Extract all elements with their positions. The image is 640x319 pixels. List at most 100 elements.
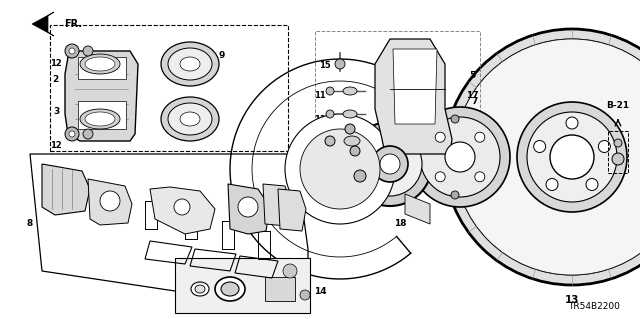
Polygon shape <box>393 49 437 124</box>
Circle shape <box>550 135 594 179</box>
Ellipse shape <box>168 48 212 80</box>
Polygon shape <box>150 187 215 234</box>
Circle shape <box>358 132 422 196</box>
Circle shape <box>83 129 93 139</box>
Text: 1: 1 <box>207 308 213 316</box>
Ellipse shape <box>161 42 219 86</box>
Circle shape <box>451 115 459 123</box>
Ellipse shape <box>180 57 200 71</box>
Circle shape <box>354 170 366 182</box>
Circle shape <box>546 179 558 190</box>
Ellipse shape <box>180 112 200 126</box>
Bar <box>315 31 480 159</box>
Circle shape <box>285 114 395 224</box>
Circle shape <box>83 46 93 56</box>
Circle shape <box>335 59 345 69</box>
Ellipse shape <box>85 112 115 126</box>
Ellipse shape <box>161 97 219 141</box>
Circle shape <box>612 153 624 165</box>
Circle shape <box>350 146 360 156</box>
Circle shape <box>444 29 640 285</box>
Circle shape <box>380 154 400 174</box>
Circle shape <box>517 102 627 212</box>
Text: 11: 11 <box>314 115 326 123</box>
Circle shape <box>475 132 484 142</box>
Text: 13: 13 <box>564 295 579 305</box>
Circle shape <box>435 132 445 142</box>
Text: 20: 20 <box>332 176 344 186</box>
Circle shape <box>534 140 546 152</box>
Bar <box>608 131 628 173</box>
Text: 2: 2 <box>52 75 58 84</box>
Ellipse shape <box>343 87 357 95</box>
Circle shape <box>410 107 510 207</box>
Circle shape <box>451 191 459 199</box>
Text: 18: 18 <box>394 219 406 228</box>
Text: FR.: FR. <box>64 19 82 29</box>
Circle shape <box>69 131 75 137</box>
Circle shape <box>566 117 578 129</box>
Circle shape <box>174 199 190 215</box>
Text: 9: 9 <box>219 50 225 60</box>
Text: 7: 7 <box>472 97 478 106</box>
Text: TR54B2200: TR54B2200 <box>568 302 620 311</box>
Polygon shape <box>263 184 291 226</box>
Circle shape <box>454 39 640 275</box>
Text: 3: 3 <box>54 107 60 115</box>
Circle shape <box>238 197 258 217</box>
Ellipse shape <box>344 136 360 146</box>
Text: 4: 4 <box>340 152 346 161</box>
Text: B-21: B-21 <box>607 101 630 110</box>
Ellipse shape <box>221 282 239 296</box>
Polygon shape <box>405 194 430 224</box>
Circle shape <box>325 136 335 146</box>
Circle shape <box>527 112 617 202</box>
Circle shape <box>598 140 611 152</box>
Text: 8: 8 <box>27 219 33 228</box>
Circle shape <box>586 179 598 190</box>
Text: 14: 14 <box>314 286 326 295</box>
Text: 5: 5 <box>469 70 475 79</box>
Circle shape <box>445 142 475 172</box>
Ellipse shape <box>80 109 120 129</box>
Circle shape <box>372 146 408 182</box>
Circle shape <box>614 139 622 147</box>
Circle shape <box>283 264 297 278</box>
Circle shape <box>348 122 432 206</box>
Ellipse shape <box>85 57 115 71</box>
Ellipse shape <box>215 277 245 301</box>
Text: 16: 16 <box>324 127 336 136</box>
Polygon shape <box>42 164 90 215</box>
Polygon shape <box>65 51 138 141</box>
Bar <box>50 25 288 151</box>
Circle shape <box>454 39 640 275</box>
Text: 10: 10 <box>314 143 326 152</box>
Polygon shape <box>32 12 54 36</box>
Polygon shape <box>88 179 132 225</box>
Circle shape <box>435 172 445 182</box>
Ellipse shape <box>191 282 209 296</box>
Text: 12: 12 <box>50 142 62 151</box>
Circle shape <box>326 87 334 95</box>
Circle shape <box>300 129 380 209</box>
Circle shape <box>326 110 334 118</box>
Circle shape <box>65 44 79 58</box>
Text: 12: 12 <box>50 58 62 68</box>
Bar <box>78 57 126 79</box>
Circle shape <box>345 124 355 134</box>
Text: 11: 11 <box>314 92 326 100</box>
Ellipse shape <box>80 54 120 74</box>
Circle shape <box>420 117 500 197</box>
Text: 6: 6 <box>472 116 478 125</box>
Circle shape <box>69 48 75 54</box>
Bar <box>78 101 126 129</box>
Text: 15: 15 <box>319 62 331 70</box>
Ellipse shape <box>195 285 205 293</box>
Polygon shape <box>228 184 270 234</box>
Bar <box>265 277 295 301</box>
Ellipse shape <box>343 110 357 118</box>
Polygon shape <box>278 189 306 231</box>
Polygon shape <box>375 39 452 154</box>
Circle shape <box>65 127 79 141</box>
Bar <box>175 258 310 313</box>
